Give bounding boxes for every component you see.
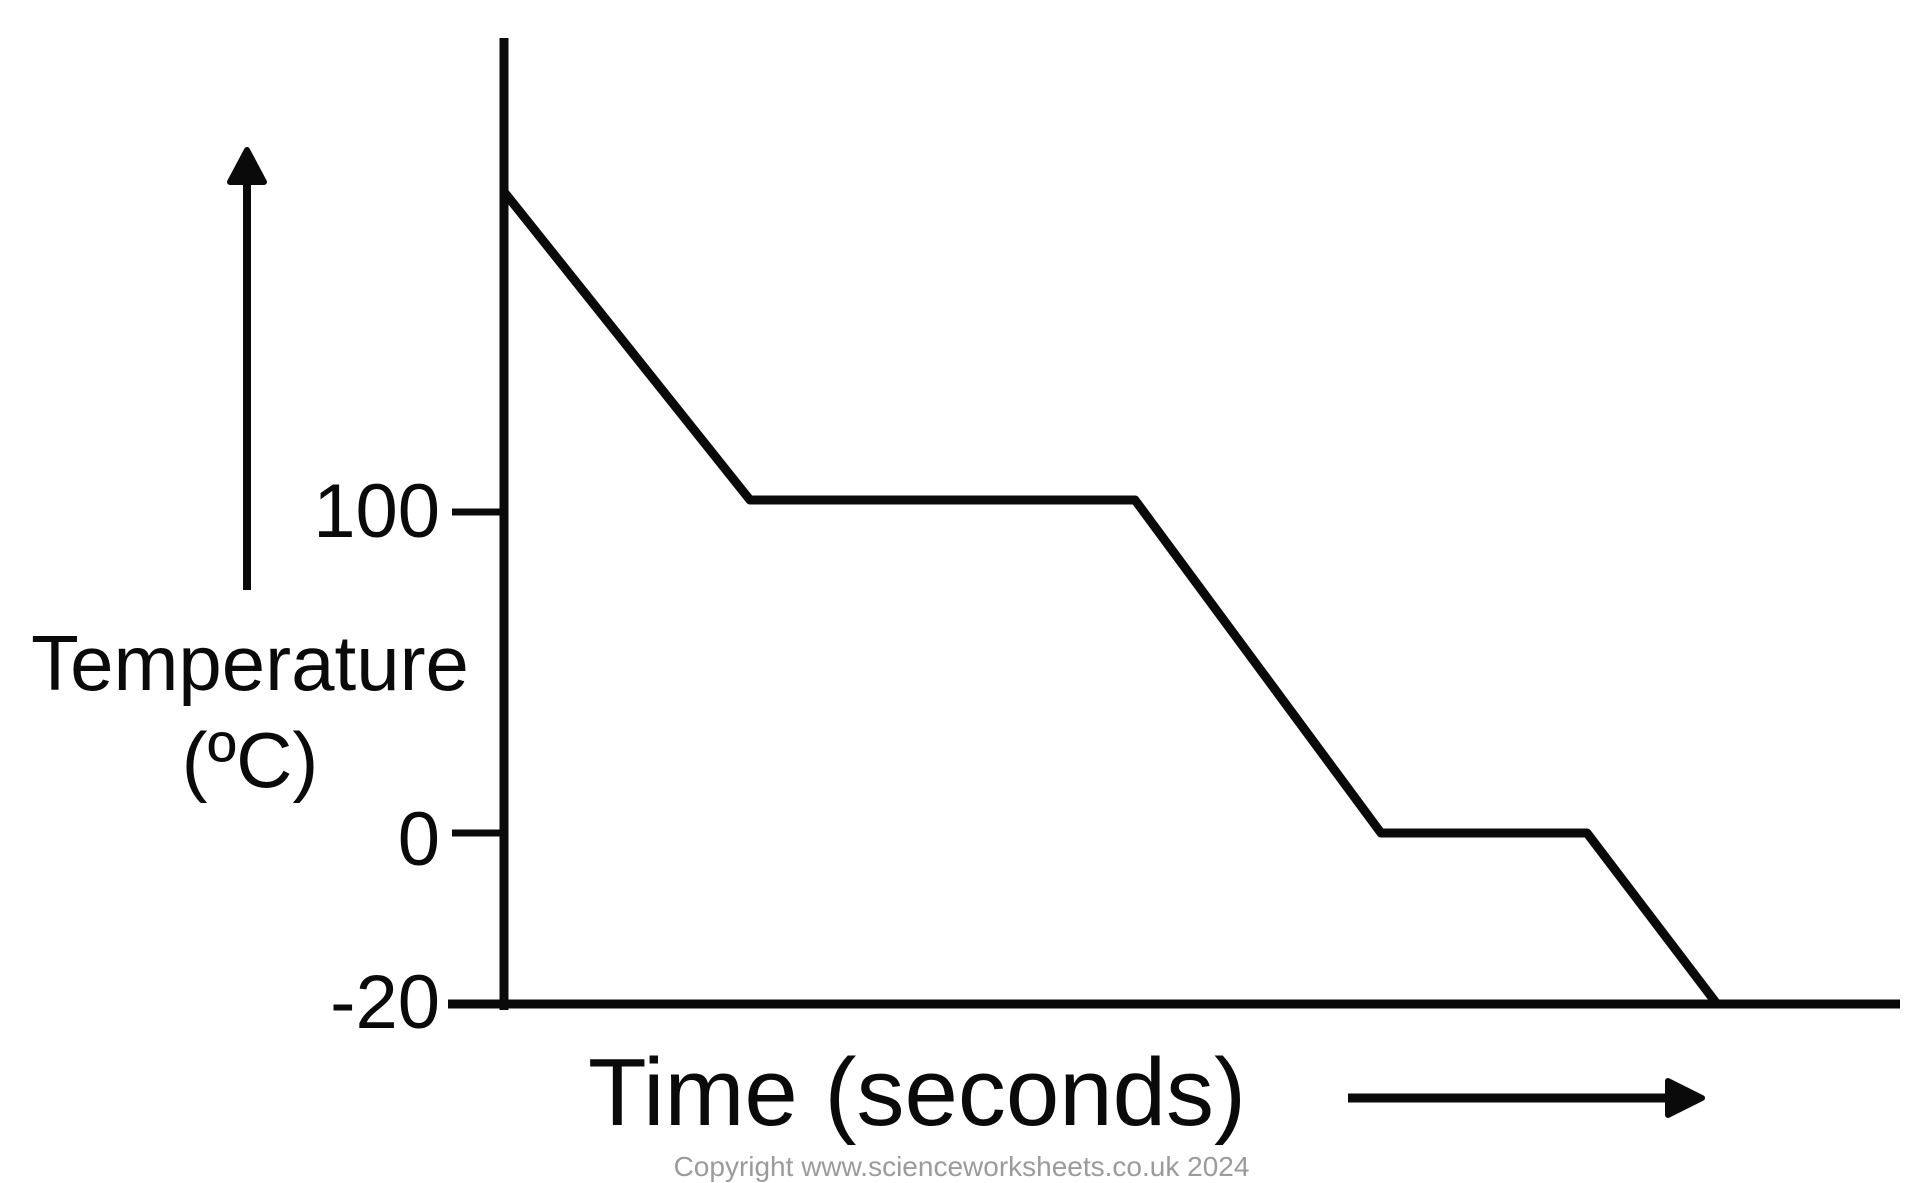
y-axis-direction-arrow-icon <box>227 147 267 590</box>
y-tick-label-0: 0 <box>397 797 440 882</box>
copyright-text: Copyright www.scienceworksheets.co.uk 20… <box>673 1151 1250 1182</box>
y-axis-title: Temperature <box>31 619 469 707</box>
cooling-curve-line <box>501 190 1721 1007</box>
x-axis-title: Time (seconds) <box>588 1039 1246 1146</box>
x-axis-direction-arrow-icon <box>1348 1078 1705 1118</box>
y-axis-title-units: (ºC) <box>181 716 319 804</box>
y-axis-tick-marks <box>452 508 508 837</box>
y-tick-label-neg20: -20 <box>330 960 440 1045</box>
axes <box>448 38 1900 1010</box>
y-tick-label-100: 100 <box>313 469 440 554</box>
